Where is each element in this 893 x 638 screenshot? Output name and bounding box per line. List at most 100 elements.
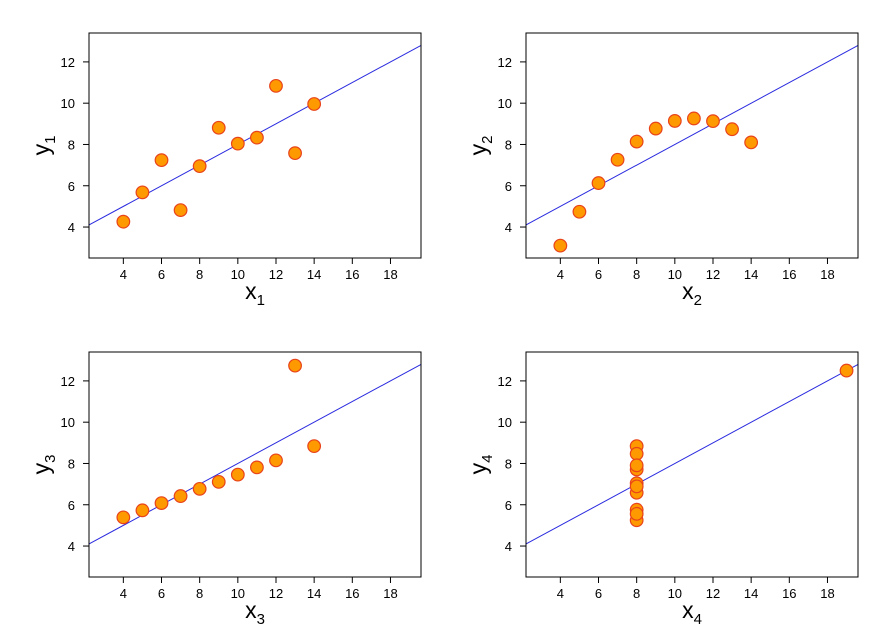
data-point [192,159,207,174]
x-tick-label: 6 [595,586,602,601]
data-point [288,146,302,161]
x-tick-label: 8 [196,267,203,282]
data-point [307,439,322,454]
y-tick-label: 8 [505,456,512,471]
data-point [629,446,644,461]
x-tick-label: 8 [633,586,640,601]
y-axis-label: y2 [465,136,496,156]
data-point [610,152,625,167]
x-tick-label: 16 [345,586,359,601]
x-tick-label: 12 [269,586,283,601]
data-point [706,114,720,129]
y-tick-label: 6 [505,179,512,194]
data-point [288,358,302,373]
data-point [230,467,245,482]
y-tick-label: 4 [68,539,75,554]
x-tick-label: 8 [633,267,640,282]
data-point [629,506,644,521]
x-axis-label: x3 [245,597,265,628]
data-point [173,489,188,503]
y-tick-label: 12 [61,55,75,70]
data-point [154,496,169,511]
regression-line [526,44,858,226]
y-axis-label: y3 [28,455,59,475]
panel-4: 4 6 8 10 12 14 16 18 4 6 8 10 12 x4 y4 [465,351,859,628]
plot-frame [88,32,422,259]
plot-frame [525,32,859,259]
data-point [744,135,759,150]
data-point [572,204,587,219]
x-axis-label: x4 [682,597,702,628]
data-point [725,122,739,137]
data-point [211,474,226,489]
plot-frame [525,351,859,578]
data-point [135,503,150,518]
x-tick-label: 14 [744,586,758,601]
data-point [135,185,150,200]
x-tick-label: 6 [595,267,602,282]
y-tick-label: 6 [505,498,512,513]
x-tick-label: 8 [196,586,203,601]
x-tick-label: 14 [307,267,321,282]
y-tick-label: 8 [505,137,512,152]
x-tick-label: 4 [120,586,127,601]
x-tick-label: 4 [557,267,564,282]
data-point [629,458,644,473]
x-tick-label: 4 [557,586,564,601]
x-tick-label: 14 [744,267,758,282]
y-tick-label: 10 [498,96,512,111]
x-tick-label: 14 [307,586,321,601]
data-point [250,460,264,475]
data-point [687,111,701,126]
y-axis-label: y1 [28,136,59,156]
data-point [173,203,188,218]
data-point [591,176,606,190]
data-point [269,453,283,468]
y-tick-label: 8 [68,137,75,152]
data-point [116,510,131,525]
data-point [307,97,322,111]
data-point [648,121,663,136]
y-tick-label: 10 [61,415,75,430]
panel-3: 4 6 8 10 12 14 16 18 4 6 8 10 12 x3 y3 [28,351,422,628]
x-tick-label: 16 [345,267,359,282]
x-tick-label: 12 [706,586,720,601]
y-tick-label: 12 [498,374,512,389]
y-tick-label: 4 [505,539,512,554]
x-tick-label: 10 [231,267,245,282]
x-tick-label: 18 [383,586,397,601]
x-tick-label: 6 [158,586,165,601]
y-tick-label: 6 [68,179,75,194]
data-point [667,114,682,128]
x-tick-label: 4 [120,267,127,282]
data-point [629,479,644,494]
data-point [269,78,283,93]
data-point [154,153,169,168]
x-tick-label: 10 [668,267,682,282]
regression-line [526,363,858,545]
y-tick-label: 12 [61,374,75,389]
panel-2: 4 6 8 10 12 14 16 18 4 6 8 10 12 x2 y2 [465,32,859,309]
x-axis-label: x1 [245,278,265,309]
data-point [629,134,644,149]
data-point [192,481,207,496]
y-tick-label: 12 [498,55,512,70]
x-tick-label: 12 [269,267,283,282]
x-tick-label: 10 [668,586,682,601]
y-tick-label: 10 [498,415,512,430]
x-tick-label: 6 [158,267,165,282]
x-tick-label: 16 [782,586,796,601]
x-tick-label: 12 [706,267,720,282]
plot-frame [88,351,422,578]
y-tick-label: 10 [61,96,75,111]
y-tick-label: 4 [505,220,512,235]
x-tick-label: 10 [231,586,245,601]
x-tick-label: 18 [383,267,397,282]
data-point [250,130,264,145]
data-point [839,363,854,378]
x-tick-label: 18 [820,586,834,601]
y-tick-label: 8 [68,456,75,471]
panel-1: 4 6 8 10 12 14 16 18 4 6 8 10 12 x1 y1 [28,32,422,309]
x-tick-label: 18 [820,267,834,282]
